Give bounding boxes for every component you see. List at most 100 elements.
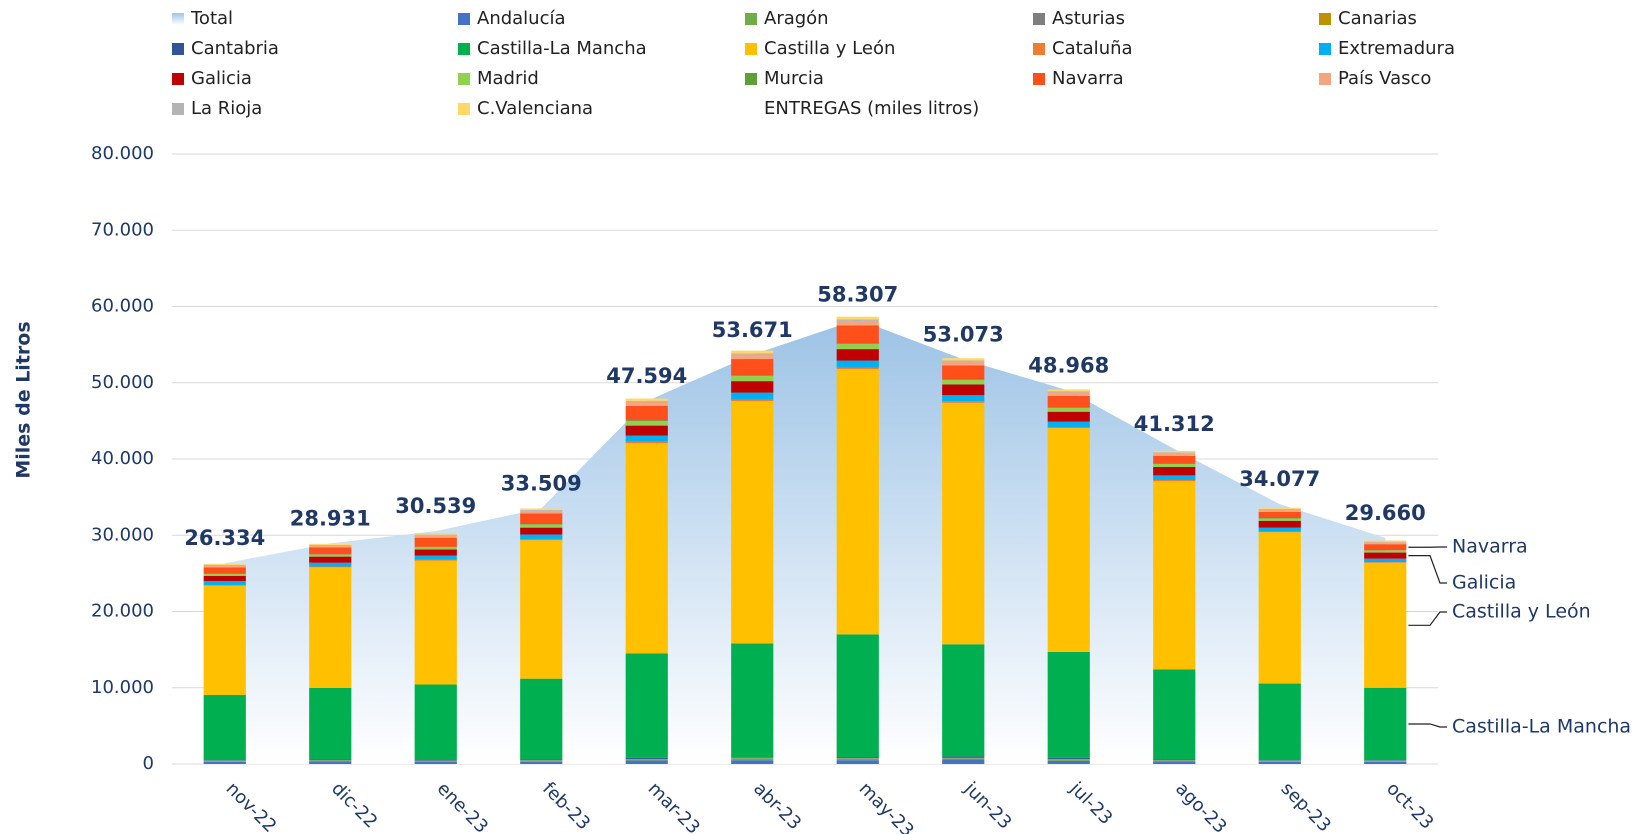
bar-segment [520, 678, 563, 760]
y-tick-label: 0 [143, 753, 154, 774]
bar-segment [1258, 509, 1301, 512]
bar-segment [414, 559, 457, 561]
bar-segment [1364, 542, 1407, 545]
bar-segment [520, 759, 563, 761]
data-label: 53.671 [712, 318, 793, 342]
bar-segment [1153, 467, 1196, 476]
bar-segment [1047, 391, 1090, 393]
bar-segment [1047, 759, 1090, 761]
bar-segment [625, 425, 668, 436]
bar-segment [1364, 550, 1407, 553]
y-tick-label: 60.000 [91, 296, 154, 317]
bar-segment [1153, 761, 1196, 764]
legend-swatch [458, 13, 470, 25]
bar-segment [1364, 544, 1407, 551]
bar-segment [731, 353, 774, 355]
legend: Total Andalucía Aragón Asturias Canarias Cant… [172, 8, 1455, 119]
data-label: 33.509 [501, 471, 582, 495]
legend-label: Castilla y León [764, 38, 895, 59]
bar-segment [1258, 532, 1301, 684]
data-label: 47.594 [606, 364, 687, 388]
x-tick-label: jun-23 [959, 778, 1015, 834]
bar-segment [625, 760, 668, 764]
bar-segment [1258, 520, 1301, 528]
data-label: 29.660 [1345, 501, 1426, 525]
bar-segment [1047, 407, 1090, 412]
bar-segment [731, 400, 774, 644]
bar-segment [1153, 760, 1196, 762]
bar-segment [942, 384, 985, 396]
bar-segment [1258, 511, 1301, 519]
bar-segment [1153, 450, 1196, 453]
bar-segment [414, 760, 457, 761]
bar-segment [309, 544, 352, 546]
bar-segment [1153, 452, 1196, 454]
bar-segment [1258, 508, 1301, 510]
bar-segment [203, 564, 246, 566]
bar-segment [942, 361, 985, 366]
bar-segment [414, 555, 457, 560]
bar-segment [203, 563, 246, 565]
y-tick-label: 50.000 [91, 372, 154, 393]
bar-segment [414, 760, 457, 762]
bar-segment [309, 543, 352, 545]
legend-swatch [745, 73, 757, 85]
bar-segment [731, 381, 774, 393]
bar-segment [203, 694, 246, 761]
bar-segment [836, 349, 879, 361]
legend-swatch [172, 103, 184, 115]
bar-segment [520, 539, 563, 541]
bar-segment [1364, 552, 1407, 559]
bar-segment [1258, 507, 1301, 509]
bar-segment [1364, 687, 1407, 761]
bar-segment [731, 399, 774, 401]
bar-segment [203, 581, 246, 585]
legend-label: País Vasco [1338, 68, 1431, 89]
bar-segment [309, 562, 352, 567]
bar-segment [625, 400, 668, 402]
legend-swatch [745, 43, 757, 55]
bar-segment [836, 368, 879, 635]
x-tick-label: sep-23 [1277, 778, 1335, 834]
bar-segment [1153, 453, 1196, 456]
bar-segment [1364, 760, 1407, 761]
bar-segment [520, 540, 563, 679]
bar-segment [1047, 757, 1090, 759]
legend-swatch [1033, 43, 1045, 55]
bar-segment [520, 760, 563, 762]
data-label: 34.077 [1239, 467, 1320, 491]
bar-segment [1047, 392, 1090, 396]
legend-label: Murcia [764, 68, 824, 89]
bar-segment [1047, 389, 1090, 392]
bar-segment [414, 537, 457, 547]
legend-swatch [458, 43, 470, 55]
legend-swatch [1319, 13, 1331, 25]
leader-line [1408, 611, 1447, 626]
bar-segment [942, 644, 985, 757]
bar-segment [731, 375, 774, 382]
bar-segment [731, 758, 774, 761]
bar-segment [731, 392, 774, 400]
legend-label: La Rioja [191, 98, 262, 119]
bar-segment [625, 405, 668, 421]
bar-segment [520, 513, 563, 525]
bar-segment [203, 585, 246, 695]
bar-segment [520, 527, 563, 535]
x-tick-label: ene-23 [433, 778, 492, 834]
data-label: 28.931 [290, 506, 371, 530]
bar-segment [1153, 481, 1196, 670]
bar-segment [625, 401, 668, 406]
bar-segment [1047, 411, 1090, 422]
bar-segment [309, 547, 352, 555]
data-label: 26.334 [184, 526, 265, 550]
x-tick-label: dic-22 [327, 778, 381, 832]
bar-segment [942, 756, 985, 758]
bar-segment [309, 554, 352, 557]
bar-segment [414, 761, 457, 764]
y-tick-label: 10.000 [91, 677, 154, 698]
annotation: Castilla-La Mancha [1452, 716, 1631, 738]
bar-segment [1364, 541, 1407, 543]
bar-segment [1258, 527, 1301, 532]
bar-segment [625, 759, 668, 761]
bar-segment [836, 757, 879, 759]
